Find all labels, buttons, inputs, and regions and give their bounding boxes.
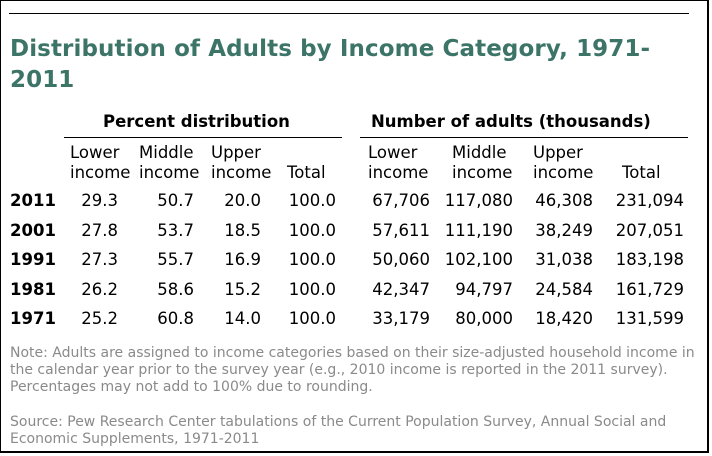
cell-num-upper: 18,420 <box>535 309 593 328</box>
group-header-number: Number of adults (thousands) <box>371 112 651 131</box>
cell-num-total: 231,094 <box>615 191 684 210</box>
cell-num-middle: 102,100 <box>444 250 513 269</box>
cell-pct-upper: 15.2 <box>224 279 261 299</box>
cell-num-middle: 94,797 <box>455 279 513 299</box>
row-year: 2011 <box>10 191 56 210</box>
cell-pct-upper: 16.9 <box>224 250 261 269</box>
col-header-pct-middle-1: Middle <box>139 143 194 162</box>
cell-pct-upper: 18.5 <box>224 220 261 240</box>
col-header-num-total: Total <box>622 163 661 182</box>
cell-pct-total: 100.0 <box>288 250 336 269</box>
col-header-num-upper-2: income <box>533 163 594 182</box>
col-header-pct-middle-2: income <box>139 163 200 182</box>
cell-pct-total: 100.0 <box>288 279 336 299</box>
cell-pct-lower: 26.2 <box>81 279 118 299</box>
top-rule <box>9 13 689 14</box>
cell-num-middle: 80,000 <box>455 309 513 328</box>
cell-pct-middle: 50.7 <box>157 191 194 210</box>
cell-num-total: 161,729 <box>615 279 684 299</box>
cell-num-total: 183,198 <box>615 250 684 269</box>
group-rule-number <box>360 137 688 138</box>
row-year: 1971 <box>10 309 56 328</box>
group-rule-percent <box>64 137 342 138</box>
cell-pct-middle: 58.6 <box>157 279 194 299</box>
cell-num-upper: 31,038 <box>535 250 593 269</box>
cell-num-lower: 42,347 <box>372 279 430 299</box>
col-header-pct-lower-1: Lower <box>70 143 120 162</box>
cell-pct-lower: 25.2 <box>81 309 118 328</box>
cell-num-upper: 24,584 <box>535 279 593 299</box>
cell-num-upper: 38,249 <box>535 220 593 240</box>
cell-pct-lower: 27.8 <box>81 220 118 240</box>
cell-pct-middle: 53.7 <box>157 220 194 240</box>
col-header-pct-lower-2: income <box>70 163 131 182</box>
cell-pct-total: 100.0 <box>288 191 336 210</box>
col-header-pct-upper-2: income <box>211 163 272 182</box>
cell-pct-lower: 27.3 <box>81 250 118 269</box>
col-header-num-upper-1: Upper <box>533 143 583 162</box>
cell-pct-middle: 55.7 <box>157 250 194 269</box>
col-header-pct-upper-1: Upper <box>211 143 261 162</box>
chart-title: Distribution of Adults by Income Categor… <box>10 34 712 96</box>
note-text: Note: Adults are assigned to income cate… <box>10 345 695 396</box>
row-year: 1991 <box>10 250 56 269</box>
cell-pct-total: 100.0 <box>288 220 336 240</box>
cell-pct-middle: 60.8 <box>157 309 194 328</box>
col-header-num-lower-1: Lower <box>368 143 418 162</box>
col-header-num-middle-1: Middle <box>452 143 507 162</box>
row-year: 1981 <box>10 279 56 299</box>
cell-pct-lower: 29.3 <box>81 191 118 210</box>
col-header-num-lower-2: income <box>368 163 429 182</box>
col-header-num-middle-2: income <box>452 163 513 182</box>
cell-pct-upper: 20.0 <box>224 191 261 210</box>
cell-num-total: 131,599 <box>615 309 684 328</box>
cell-num-middle: 111,190 <box>444 220 513 240</box>
cell-pct-total: 100.0 <box>288 309 336 328</box>
group-header-percent: Percent distribution <box>103 112 290 131</box>
cell-num-lower: 50,060 <box>372 250 430 269</box>
cell-num-lower: 57,611 <box>372 220 430 240</box>
cell-pct-upper: 14.0 <box>224 309 261 328</box>
cell-num-upper: 46,308 <box>535 191 593 210</box>
cell-num-lower: 67,706 <box>372 191 430 210</box>
chart-title-text: Distribution of Adults by Income Categor… <box>10 36 651 93</box>
source-text: Source: Pew Research Center tabulations … <box>10 414 667 448</box>
cell-num-middle: 117,080 <box>444 191 513 210</box>
cell-num-total: 207,051 <box>615 220 684 240</box>
col-header-pct-total: Total <box>287 163 326 182</box>
cell-num-lower: 33,179 <box>372 309 430 328</box>
row-year: 2001 <box>10 220 56 240</box>
